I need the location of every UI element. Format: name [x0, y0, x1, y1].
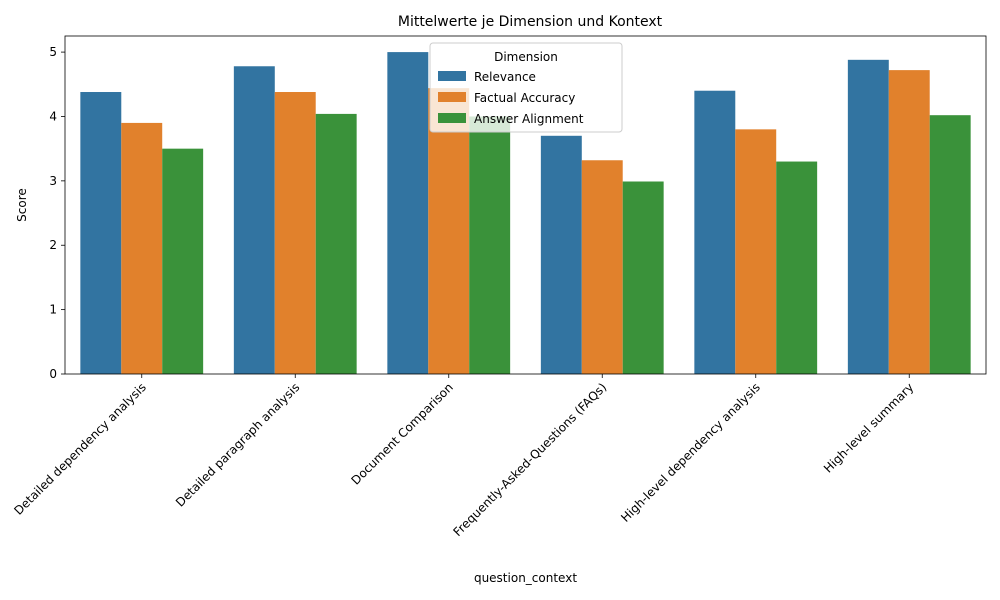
bar-answer-alignment — [776, 161, 818, 374]
bar-factual-accuracy — [274, 92, 316, 375]
bar-answer-alignment — [162, 148, 204, 374]
bar-relevance — [694, 90, 736, 374]
x-tick-label: Document Comparison — [349, 380, 456, 487]
y-tick-label: 0 — [49, 367, 57, 381]
bar-factual-accuracy — [428, 88, 470, 375]
bar-factual-accuracy — [121, 122, 163, 375]
y-tick-label: 1 — [49, 303, 57, 317]
x-axis-label: question_context — [474, 571, 577, 585]
legend-entry: Factual Accuracy — [474, 91, 575, 105]
y-tick-label: 4 — [49, 109, 57, 123]
y-tick-label: 2 — [49, 238, 57, 252]
x-tick-label: High-level summary — [821, 380, 916, 475]
legend-swatch — [438, 92, 466, 102]
plot-area — [80, 52, 971, 375]
chart-title: Mittelwerte je Dimension und Kontext — [398, 14, 663, 30]
x-axis: Detailed dependency analysis Detailed par… — [11, 374, 916, 539]
bar-factual-accuracy — [888, 70, 930, 375]
bar-factual-accuracy — [735, 129, 777, 374]
y-tick-label: 3 — [49, 174, 57, 188]
bar-factual-accuracy — [581, 160, 623, 374]
bar-answer-alignment — [622, 181, 664, 374]
bar-answer-alignment — [929, 115, 971, 374]
x-tick-label: Detailed paragraph analysis — [173, 380, 302, 509]
legend-box — [429, 42, 623, 133]
x-tick-label: Detailed dependency analysis — [11, 380, 149, 518]
legend-entry: Relevance — [474, 70, 536, 84]
bar-answer-alignment — [469, 116, 511, 374]
bar-relevance — [540, 135, 582, 374]
bar-relevance — [847, 59, 889, 374]
y-axis: 0 1 2 3 4 5 — [49, 45, 65, 381]
bar-relevance — [80, 92, 122, 375]
bar-relevance — [233, 66, 275, 375]
legend: Dimension Relevance Factual Accuracy Answer… — [429, 42, 623, 133]
x-tick-label: Frequently-Asked-Questions (FAQs) — [451, 380, 610, 539]
x-tick-label: High-level dependency analysis — [618, 380, 763, 525]
legend-swatch — [438, 113, 466, 123]
legend-entry: Answer Alignment — [474, 112, 584, 126]
plot-frame — [64, 35, 987, 375]
bar-relevance — [387, 52, 429, 374]
legend-swatch — [438, 71, 466, 81]
legend-title: Dimension — [494, 50, 558, 64]
y-axis-label: Score — [15, 188, 29, 222]
bar-answer-alignment — [315, 113, 357, 375]
y-tick-label: 5 — [49, 45, 57, 59]
